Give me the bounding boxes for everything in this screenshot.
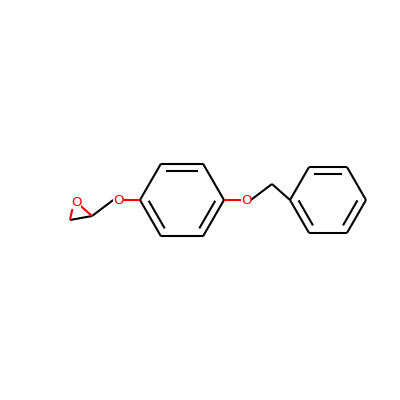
Text: O: O (71, 196, 82, 209)
Text: O: O (113, 194, 123, 206)
Text: O: O (241, 194, 251, 206)
